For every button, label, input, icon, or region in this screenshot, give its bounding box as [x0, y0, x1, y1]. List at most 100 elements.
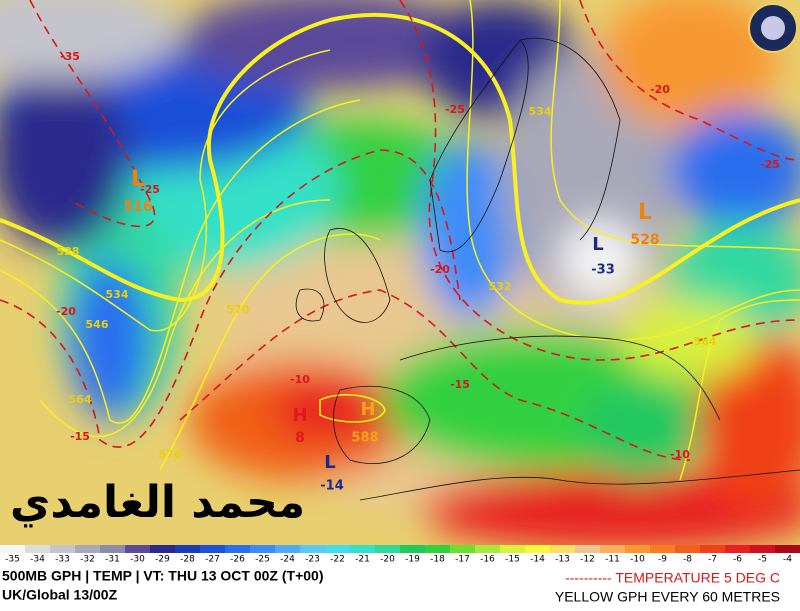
contour-label: 528: [57, 245, 80, 258]
map: [0, 0, 800, 545]
scale-swatch: [650, 545, 675, 553]
footer-model: UK/Global 13/00Z: [2, 587, 118, 603]
scale-label: -13: [555, 555, 570, 565]
scale-label-bg: [400, 553, 425, 565]
scale-label-bg: [625, 553, 650, 565]
scale-label-bg: [225, 553, 250, 565]
scale-swatch: [350, 545, 375, 553]
gph-contours: [0, 0, 800, 481]
scale-label: -31: [105, 555, 120, 565]
scale-swatch: [700, 545, 725, 553]
scale-label-bg: [50, 553, 75, 565]
scale-label-bg: [775, 553, 800, 565]
pressure-label: H: [360, 399, 375, 420]
pressure-label: 528: [630, 232, 659, 248]
pressure-label: -14: [320, 479, 344, 494]
scale-label: -29: [155, 555, 170, 565]
scale-label-bg: [500, 553, 525, 565]
contour-label: -20: [430, 263, 450, 276]
scale-swatch: [100, 545, 125, 553]
scale-swatch: [450, 545, 475, 553]
scale-label-bg: [150, 553, 175, 565]
scale-label-bg: [450, 553, 475, 565]
scale-swatch: [500, 545, 525, 553]
scale-swatch: [50, 545, 75, 553]
scale-label: -12: [580, 555, 595, 565]
scale-swatch: [625, 545, 650, 553]
scale-label-bg: [525, 553, 550, 565]
scale-label: -27: [205, 555, 220, 565]
scale-label-bg: [75, 553, 100, 565]
contour-label: 546: [86, 318, 109, 331]
scale-label-bg: [175, 553, 200, 565]
scale-label: -11: [605, 555, 620, 565]
scale-label-bg: [675, 553, 700, 565]
contour-label: -25: [760, 158, 780, 171]
scale-label: -34: [30, 555, 45, 565]
scale-label: -35: [5, 555, 20, 565]
scale-swatch: [575, 545, 600, 553]
scale-swatch: [250, 545, 275, 553]
pressure-label: L: [638, 200, 652, 225]
scale-label-bg: [325, 553, 350, 565]
pressure-label: L: [592, 234, 603, 255]
scale-swatch: [400, 545, 425, 553]
color-scale: -35 -34 -33 -32 -31 -30 -29 -28 -27 -26 -25 -24 -23-…: [0, 545, 800, 565]
scale-swatch: [125, 545, 150, 553]
contour-label: -25: [140, 183, 160, 196]
scale-label: -8: [683, 555, 692, 565]
contour-label: 564: [694, 335, 717, 348]
scale-swatch: [325, 545, 350, 553]
scale-label: -32: [80, 555, 95, 565]
contour-label: 570: [227, 303, 250, 316]
scale-label: -19: [405, 555, 420, 565]
scale-label-bg: [300, 553, 325, 565]
contour-label: -35: [60, 50, 80, 63]
signature: محمد الغامدي: [10, 477, 305, 528]
scale-label-bg: [600, 553, 625, 565]
scale-label-bg: [750, 553, 775, 565]
pressure-label: H: [292, 405, 307, 426]
scale-label: -28: [180, 555, 195, 565]
contour-label: -15: [70, 430, 90, 443]
scale-swatch: [75, 545, 100, 553]
contour-label: -10: [290, 373, 310, 386]
scale-swatch: [675, 545, 700, 553]
scale-swatch: [300, 545, 325, 553]
scale-swatch: [25, 545, 50, 553]
contour-label: -15: [450, 378, 470, 391]
legend-temp: ---------- TEMPERATURE 5 DEG C: [565, 570, 780, 586]
scale-swatch: [225, 545, 250, 553]
scale-label: -18: [430, 555, 445, 565]
contour-label: -20: [650, 83, 670, 96]
scale-swatch: [600, 545, 625, 553]
scale-label: -26: [230, 555, 245, 565]
scale-label: -9: [658, 555, 667, 565]
pressure-label: -33: [591, 263, 615, 278]
scale-label: -17: [455, 555, 470, 565]
scale-swatch: [375, 545, 400, 553]
scale-swatch: [750, 545, 775, 553]
scale-label: -24: [280, 555, 295, 565]
scale-label-bg: [375, 553, 400, 565]
scale-label-bg: [125, 553, 150, 565]
scale-label: -16: [480, 555, 495, 565]
emblem: [748, 3, 798, 53]
scale-label-bg: [200, 553, 225, 565]
contour-label: 564: [69, 393, 92, 406]
scale-label-bg: [0, 553, 25, 565]
scale-label-bg: [250, 553, 275, 565]
pressure-label: L: [324, 452, 335, 473]
scale-label-bg: [350, 553, 375, 565]
scale-swatch: [150, 545, 175, 553]
contour-label: -25: [445, 103, 465, 116]
contour-label: 534: [529, 105, 552, 118]
scale-swatch: [175, 545, 200, 553]
pressure-label: 8: [295, 430, 305, 446]
contour-label: -10: [670, 448, 690, 461]
scale-label: -30: [130, 555, 145, 565]
scale-label-bg: [575, 553, 600, 565]
scale-label: -20: [380, 555, 395, 565]
scale-label: -10: [630, 555, 645, 565]
